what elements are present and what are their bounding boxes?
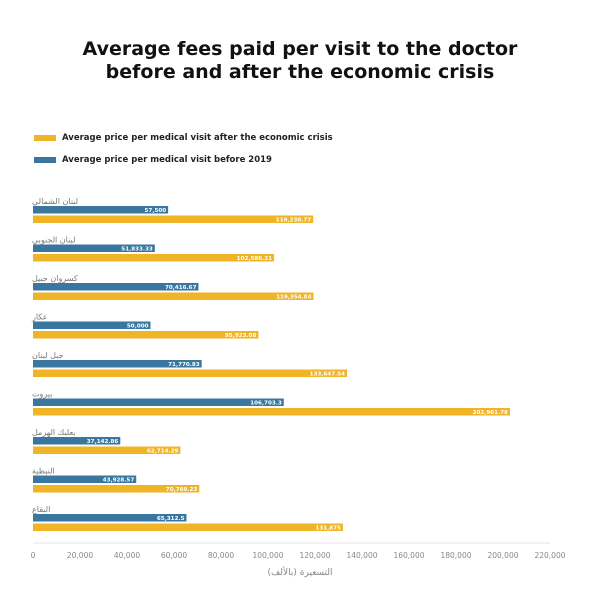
x-tick-label: 160,000 [393,551,424,560]
bar [33,216,313,224]
data-label: 71,770.83 [168,362,200,368]
x-tick-label: 20,000 [67,551,93,560]
x-tick-label: 80,000 [208,551,234,560]
data-label: 102,586.21 [237,256,272,262]
x-tick-label: 100,000 [252,551,283,560]
bar [33,408,510,416]
data-label: 119,354.84 [276,295,311,301]
data-label: 62,714.29 [147,449,179,455]
category-label: بعلبك الهرمل [32,428,76,437]
data-label: 95,923.08 [225,333,257,339]
x-tick-label: 0 [31,551,36,560]
data-label: 133,647.54 [310,372,345,378]
data-label: 131,875 [315,526,341,532]
x-axis-label: التسعيرة (بالألف) [0,568,600,578]
data-label: 43,928.57 [103,478,135,484]
x-tick-label: 140,000 [346,551,377,560]
category-label: لبنان الشمالي [32,197,78,206]
x-tick-label: 40,000 [114,551,140,560]
category-label: البقاع [32,505,50,514]
category-label: بيروت [32,390,52,399]
data-label: 50,000 [127,324,149,330]
bar [33,370,347,378]
bar [33,524,343,532]
x-tick-label: 180,000 [440,551,471,560]
x-tick-label: 120,000 [299,551,330,560]
category-label: كسروان جبيل [32,274,78,283]
bar [33,293,313,301]
data-label: 57,500 [145,208,167,214]
category-label: عكار [31,313,48,322]
data-label: 37,142.86 [87,439,119,445]
bar [33,399,284,407]
category-label: النبطية [32,467,55,476]
data-label: 65,312.5 [157,516,185,522]
data-label: 51,833.33 [121,247,153,253]
data-label: 119,230.77 [276,218,311,224]
category-label: جبل لبنان [32,351,64,360]
category-label: لبنان الجنوبي [32,236,75,245]
data-label: 202,961.78 [473,410,508,416]
data-label: 70,416.67 [165,285,197,291]
data-label: 106,703.3 [250,401,282,407]
x-tick-label: 220,000 [534,551,565,560]
x-tick-label: 60,000 [161,551,187,560]
data-label: 70,769.23 [166,487,198,493]
x-tick-label: 200,000 [487,551,518,560]
